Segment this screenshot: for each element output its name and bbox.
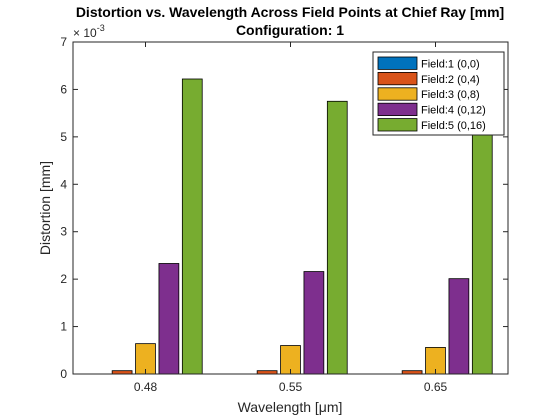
legend-label-field-5: Field:5 (0,16) bbox=[421, 120, 486, 132]
x-tick-label: 0.48 bbox=[134, 380, 158, 394]
y-tick-label: 5 bbox=[60, 130, 67, 144]
y-tick-label: 7 bbox=[60, 35, 67, 49]
y-exponent-label: × 10-3 bbox=[73, 23, 105, 40]
legend-swatch-field-4 bbox=[377, 102, 418, 116]
y-tick-label: 2 bbox=[60, 272, 67, 286]
y-tick-label: 1 bbox=[60, 320, 67, 334]
y-tick-label: 3 bbox=[60, 225, 67, 239]
bar-field-4-0.48 bbox=[158, 263, 180, 375]
x-axis-label: Wavelength [μm] bbox=[238, 399, 343, 415]
bar-field-5-0.65 bbox=[471, 122, 493, 375]
legend-label-field-3: Field:3 (0,8) bbox=[421, 89, 480, 101]
y-exponent-power: -3 bbox=[97, 23, 105, 33]
legend-label-field-2: Field:2 (0,4) bbox=[421, 74, 480, 86]
legend: Field:1 (0,0) Field:2 (0,4) Field:3 (0,8) F… bbox=[372, 51, 505, 136]
x-tick-label: 0.55 bbox=[279, 380, 303, 394]
bar-field-4-0.55 bbox=[303, 271, 325, 375]
legend-label-field-4: Field:4 (0,12) bbox=[421, 105, 486, 117]
legend-swatch-field-2 bbox=[377, 72, 418, 86]
x-tick-label: 0.65 bbox=[424, 380, 448, 394]
x-axis-ticks: 0.48 0.55 0.65 bbox=[134, 42, 448, 394]
plot-frame bbox=[72, 41, 509, 375]
y-axis-label: Distortion [mm] bbox=[37, 161, 53, 255]
legend-label-field-1: Field:1 (0,0) bbox=[421, 58, 480, 70]
y-tick-label: 0 bbox=[60, 367, 67, 381]
chart-subtitle: Configuration: 1 bbox=[236, 22, 344, 38]
y-exponent-base: × 10 bbox=[73, 26, 97, 40]
y-tick-label: 4 bbox=[60, 177, 67, 191]
legend-swatch-field-3 bbox=[377, 87, 418, 101]
legend-swatch-field-5 bbox=[377, 118, 418, 132]
bar-field-5-0.48 bbox=[181, 78, 203, 375]
legend-swatch-field-1 bbox=[377, 56, 418, 70]
bar-field-4-0.65 bbox=[448, 278, 470, 375]
bar-field-5-0.55 bbox=[326, 100, 348, 375]
y-tick-label: 6 bbox=[60, 82, 67, 96]
chart-title: Distortion vs. Wavelength Across Field P… bbox=[76, 4, 504, 20]
